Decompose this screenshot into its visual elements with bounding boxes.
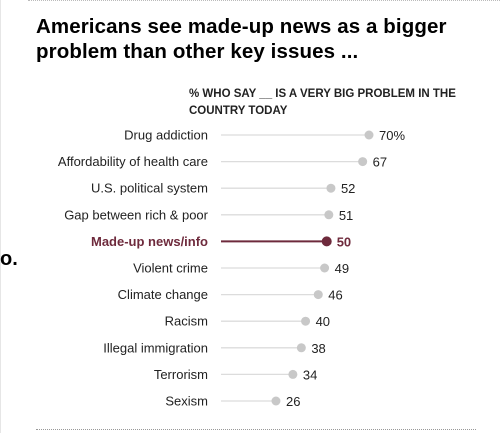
value-label: 70% <box>379 128 405 143</box>
value-label: 40 <box>316 314 330 329</box>
row-terrorism: Terrorism 34 <box>154 367 318 383</box>
category-label: Affordability of health care <box>58 154 208 169</box>
category-label: Gap between rich & poor <box>64 207 208 222</box>
row-sexism: Sexism 26 <box>165 394 300 410</box>
cropped-text-fragment: o. <box>0 248 18 270</box>
row-racism: Racism 40 <box>165 314 330 330</box>
category-label: Terrorism <box>154 367 208 382</box>
value-dot <box>271 396 281 406</box>
row-gap-between-rich-poor: Gap between rich & poor 51 <box>64 207 353 223</box>
value-dot <box>320 263 330 273</box>
row-made-up-news-info: Made-up news/info 50 <box>91 234 351 250</box>
category-label: Drug addiction <box>124 128 208 143</box>
value-dot <box>364 130 374 140</box>
page-edge <box>0 0 1 433</box>
row-illegal-immigration: Illegal immigration 38 <box>103 340 326 356</box>
value-label: 34 <box>303 367 317 382</box>
category-label: Sexism <box>165 394 208 409</box>
row-violent-crime: Violent crime 49 <box>133 261 349 277</box>
category-label: Climate change <box>118 287 208 302</box>
category-label: Violent crime <box>133 261 208 276</box>
category-label: Illegal immigration <box>103 340 208 355</box>
row-affordability-of-health-care: Affordability of health care 67 <box>58 154 387 170</box>
top-divider <box>28 0 500 1</box>
chart-subtitle: % WHO SAY __ IS A VERY BIG PROBLEM IN TH… <box>189 88 456 117</box>
category-label: Made-up news/info <box>91 234 208 249</box>
bottom-divider <box>36 429 476 430</box>
value-label: 38 <box>311 341 325 356</box>
value-label: 49 <box>335 261 349 276</box>
value-dot <box>288 369 298 379</box>
value-dot <box>313 290 323 300</box>
value-dot <box>296 343 306 353</box>
category-label: U.S. political system <box>91 181 208 196</box>
value-dot <box>301 316 311 326</box>
value-label: 52 <box>341 181 355 196</box>
value-dot <box>321 236 332 247</box>
value-dot <box>326 183 336 193</box>
value-label: 46 <box>328 288 342 303</box>
value-label: 50 <box>337 234 351 249</box>
row-climate-change: Climate change 46 <box>118 287 343 303</box>
value-label: 67 <box>373 155 387 170</box>
value-label: 26 <box>286 394 300 409</box>
value-dot <box>324 210 334 220</box>
value-dot <box>358 157 368 167</box>
value-label: 51 <box>339 208 353 223</box>
row-u-s-political-system: U.S. political system 52 <box>91 181 355 197</box>
row-drug-addiction: Drug addiction 70% <box>124 128 405 144</box>
chart-title: Americans see made-up news as a bigger p… <box>36 15 447 63</box>
category-label: Racism <box>165 314 208 329</box>
